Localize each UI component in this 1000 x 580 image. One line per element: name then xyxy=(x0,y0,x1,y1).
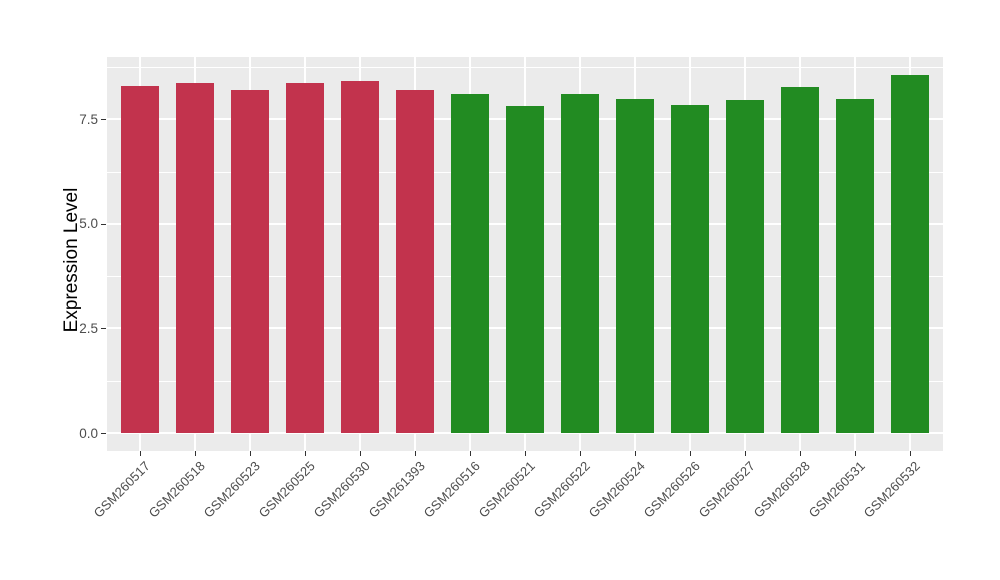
bar-GSM260531 xyxy=(835,98,875,433)
y-tick-label: 0.0 xyxy=(79,425,98,441)
x-tick-label: GSM260526 xyxy=(640,458,703,521)
x-tick-label: GSM260518 xyxy=(145,458,208,521)
x-tick-mark xyxy=(690,451,691,456)
x-tick-mark xyxy=(415,451,416,456)
x-tick-label: GSM260522 xyxy=(530,458,593,521)
x-tick-label: GSM260531 xyxy=(805,458,868,521)
x-tick-label: GSM260527 xyxy=(695,458,758,521)
bar-GSM260525 xyxy=(285,83,325,433)
x-tick-mark xyxy=(855,451,856,456)
bar-GSM260524 xyxy=(615,98,655,433)
x-tick-label: GSM260521 xyxy=(475,458,538,521)
y-tick-label: 2.5 xyxy=(79,320,98,336)
y-axis-title: Expression Level xyxy=(61,187,82,333)
bar-GSM260526 xyxy=(670,104,710,433)
x-tick-mark xyxy=(525,451,526,456)
bar-GSM260530 xyxy=(340,81,380,433)
x-tick-mark xyxy=(195,451,196,456)
x-tick-label: GSM260525 xyxy=(255,458,318,521)
x-tick-mark xyxy=(140,451,141,456)
bar-GSM260523 xyxy=(230,89,270,433)
bar-GSM260518 xyxy=(175,83,215,433)
x-tick-label: GSM260517 xyxy=(90,458,153,521)
y-tick-mark xyxy=(101,328,106,330)
bar-GSM261393 xyxy=(395,89,435,433)
y-tick-label: 5.0 xyxy=(79,216,98,232)
y-tick-mark xyxy=(101,223,106,225)
bar-GSM260527 xyxy=(725,100,765,433)
x-tick-label: GSM260516 xyxy=(420,458,483,521)
x-tick-mark xyxy=(635,451,636,456)
x-tick-label: GSM261393 xyxy=(365,458,428,521)
x-tick-mark xyxy=(800,451,801,456)
bar-GSM260532 xyxy=(890,74,930,433)
x-tick-mark xyxy=(470,451,471,456)
x-tick-label: GSM260523 xyxy=(200,458,263,521)
plot-panel xyxy=(107,57,943,451)
x-tick-label: GSM260532 xyxy=(860,458,923,521)
x-tick-mark xyxy=(745,451,746,456)
x-tick-label: GSM260524 xyxy=(585,458,648,521)
y-tick-mark xyxy=(101,433,106,434)
y-tick-mark xyxy=(101,119,106,121)
bar-GSM260516 xyxy=(450,94,490,433)
x-tick-label: GSM260528 xyxy=(750,458,813,521)
y-tick-label: 7.5 xyxy=(79,111,98,127)
bar-GSM260517 xyxy=(120,85,160,433)
bar-GSM260528 xyxy=(780,86,820,433)
bar-GSM260522 xyxy=(560,93,600,433)
x-tick-label: GSM260530 xyxy=(310,458,373,521)
bar-GSM260521 xyxy=(505,106,545,433)
x-tick-mark xyxy=(580,451,581,456)
x-tick-mark xyxy=(305,451,306,456)
x-tick-mark xyxy=(360,451,361,456)
x-tick-mark xyxy=(910,451,911,456)
x-tick-mark xyxy=(250,451,251,456)
